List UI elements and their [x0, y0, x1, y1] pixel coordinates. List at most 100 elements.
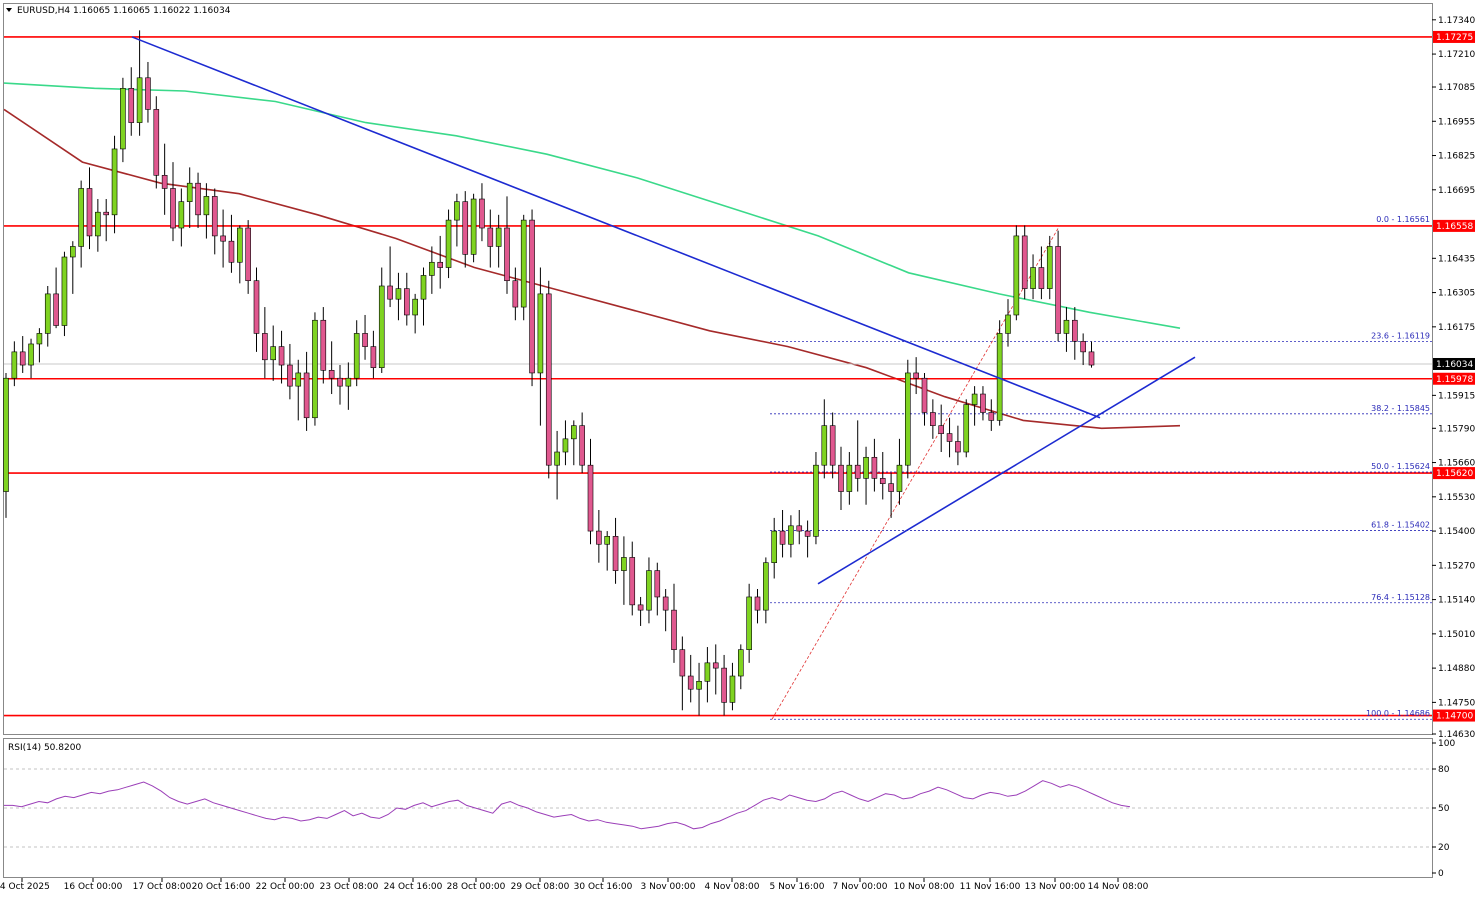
x-tick-label: 14 Oct 2025	[0, 882, 50, 892]
y-tick-label: 1.14750	[1438, 698, 1475, 708]
fib-level-label: 0.0 - 1.16561	[1376, 215, 1430, 224]
x-tick-label: 17 Oct 08:00	[133, 882, 192, 892]
candle-body	[437, 261, 444, 268]
candle-body	[646, 570, 652, 611]
candle-body	[696, 680, 702, 690]
candle-body	[95, 211, 101, 237]
x-tick-label: 7 Nov 00:00	[833, 882, 888, 892]
fib-level-label: 23.6 - 1.16119	[1371, 332, 1430, 341]
candle-body	[579, 425, 585, 466]
trendlines-layer	[131, 36, 1196, 585]
y-tick-label: 1.14880	[1438, 664, 1475, 674]
current-price-label: 1.16034	[1436, 360, 1473, 370]
price-tags-layer: 1.17275 1.16558 1.15978 1.15620 1.14700 1.160…	[1433, 30, 1475, 722]
candle-body	[487, 227, 494, 247]
candle-body	[596, 530, 602, 545]
y-tick-label: 1.17340	[1438, 16, 1475, 26]
candle-body	[771, 530, 778, 564]
x-tick-label: 14 Nov 08:00	[1088, 882, 1149, 892]
candle-body	[796, 525, 803, 532]
candle-body	[879, 478, 886, 484]
candle-body	[170, 188, 176, 229]
candle-body	[278, 346, 285, 366]
candle-body	[1063, 319, 1070, 334]
y-tick-label: 1.15140	[1438, 596, 1475, 606]
candle-body	[262, 333, 268, 361]
level-tag-label: 1.15978	[1436, 375, 1473, 385]
candle-body	[412, 298, 418, 316]
candle-body	[520, 219, 527, 308]
candle-body	[445, 219, 452, 268]
candle-body	[829, 425, 836, 466]
candle-body	[712, 662, 719, 669]
ma-slow-line	[3, 82, 1181, 329]
y-tick-label: 1.16955	[1438, 117, 1475, 127]
candle-body	[955, 441, 961, 453]
collapse-icon[interactable]	[6, 8, 12, 12]
rsi-header: RSI(14) 50.8200	[8, 743, 81, 753]
candle-body	[788, 525, 794, 545]
candle-body	[913, 372, 919, 379]
candle-body	[186, 182, 193, 202]
x-tick-label: 23 Oct 08:00	[320, 882, 379, 892]
x-tick-label: 13 Nov 00:00	[1025, 882, 1086, 892]
candle-body	[103, 211, 109, 216]
candle-body	[36, 333, 43, 345]
candle-body	[838, 464, 844, 492]
candle-body	[3, 377, 9, 492]
fib-level-label: 38.2 - 1.15845	[1371, 404, 1430, 413]
candle-body	[1088, 351, 1095, 366]
candle-body	[345, 377, 352, 387]
x-tick-label: 28 Oct 00:00	[447, 882, 506, 892]
candle-body	[746, 596, 752, 650]
candle-body	[671, 609, 677, 650]
candle-body	[946, 433, 953, 442]
candle-body	[846, 464, 853, 492]
fib-level-label: 61.8 - 1.15402	[1371, 521, 1430, 530]
level-tag	[1433, 709, 1475, 722]
y-tick-label: 1.16175	[1438, 323, 1475, 333]
candle-body	[378, 285, 385, 368]
candle-body	[136, 77, 143, 123]
candle-body	[704, 662, 711, 682]
candle-body	[303, 372, 310, 419]
current-price-tag	[1433, 357, 1475, 370]
candle-body	[61, 256, 68, 326]
fib-level-label: 100.0 - 1.14686	[1366, 709, 1430, 718]
y-tick-label: 1.15660	[1438, 459, 1475, 469]
y-tick-label: 1.16305	[1438, 289, 1475, 299]
candle-body	[44, 293, 51, 334]
candle-body	[687, 675, 694, 690]
fibonacci-layer: 0.0 - 1.16561 23.6 - 1.16119 38.2 - 1.1584…	[770, 215, 1432, 720]
candle-body	[679, 649, 686, 677]
level-tag-label: 1.17275	[1436, 33, 1473, 43]
level-tag	[1433, 219, 1475, 232]
x-tick-label: 29 Oct 08:00	[511, 882, 570, 892]
candle-body	[554, 451, 560, 466]
candle-body	[545, 293, 552, 466]
candle-body	[662, 596, 669, 611]
candle-body	[654, 570, 661, 598]
candle-body	[178, 201, 185, 229]
x-tick-label: 22 Oct 00:00	[256, 882, 315, 892]
candle-body	[11, 351, 18, 379]
level-tag	[1433, 30, 1475, 43]
candle-body	[1072, 319, 1078, 342]
x-tick-label: 24 Oct 16:00	[384, 882, 443, 892]
rsi-tick-label: 0	[1438, 869, 1444, 879]
candle-body	[161, 174, 168, 189]
candle-body	[804, 530, 811, 537]
downtrend-line	[131, 36, 1101, 419]
rsi-tick-label: 50	[1438, 804, 1450, 814]
candle-body	[754, 596, 761, 611]
candle-body	[454, 201, 460, 221]
x-tick-label: 11 Nov 16:00	[960, 882, 1021, 892]
y-tick-label: 1.15790	[1438, 424, 1475, 434]
level-tag-label: 1.14700	[1436, 712, 1473, 722]
candle-body	[237, 227, 243, 263]
candle-body	[1055, 246, 1061, 334]
rsi-line	[4, 780, 1131, 830]
symbol-header: EURUSD,H4 1.16065 1.16065 1.16022 1.1603…	[17, 6, 231, 16]
